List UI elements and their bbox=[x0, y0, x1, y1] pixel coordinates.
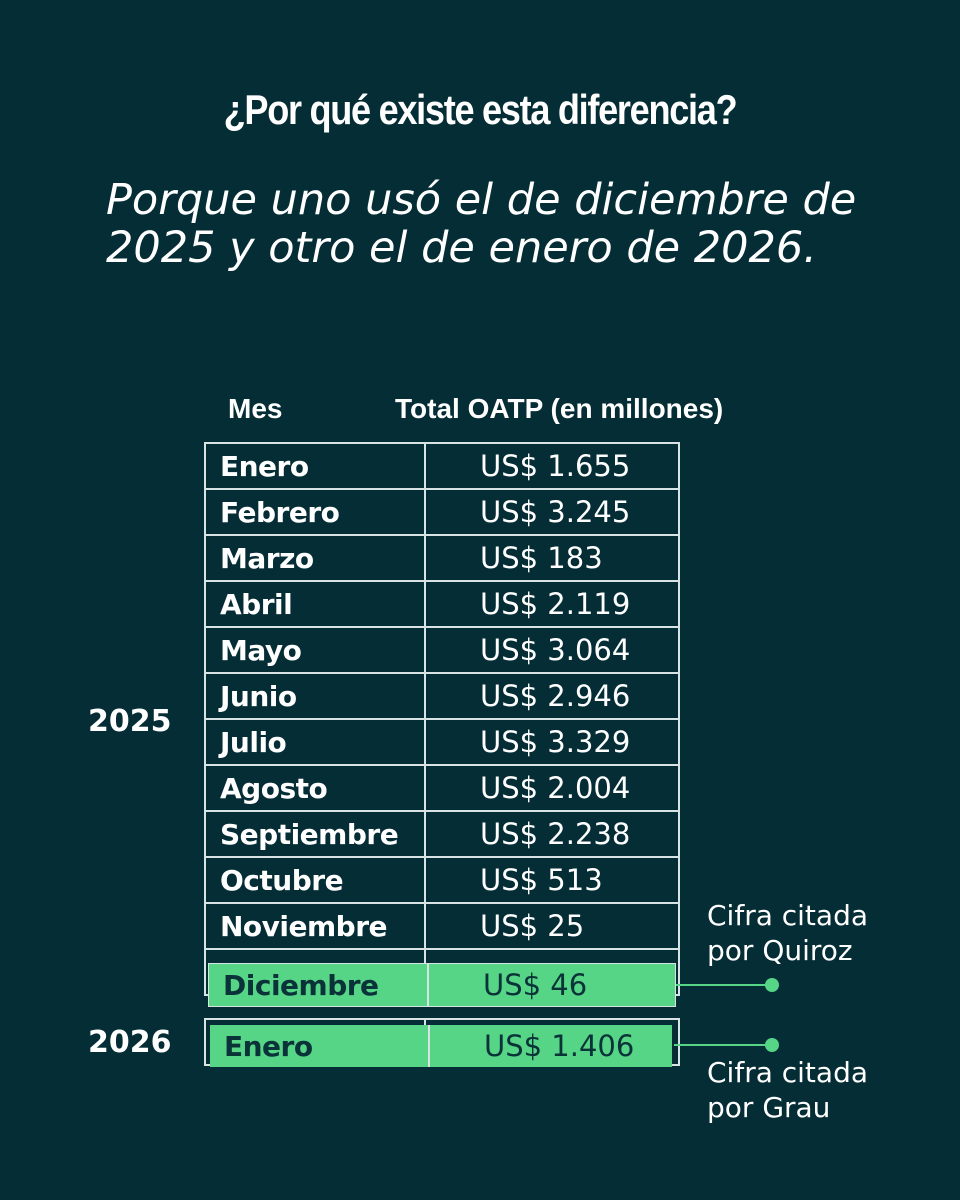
month-cell: Diciembre bbox=[209, 964, 429, 1006]
annotation-quiroz: Cifra citada por Quiroz bbox=[707, 899, 868, 967]
table-row: Febrero US$ 3.245 bbox=[206, 488, 678, 534]
value-cell: US$ 1.406 bbox=[484, 1029, 635, 1063]
year-label-2025: 2025 bbox=[88, 704, 172, 739]
value-cell: US$ 46 bbox=[483, 968, 588, 1002]
month-cell: Agosto bbox=[206, 764, 426, 810]
table-row: Mayo US$ 3.064 bbox=[206, 626, 678, 672]
table-2025: Enero US$ 1.655 Febrero US$ 3.245 Marzo US$… bbox=[204, 442, 680, 996]
month-cell: Junio bbox=[206, 672, 426, 718]
connector-line-quiroz bbox=[676, 984, 772, 986]
value-cell: US$ 3.245 bbox=[426, 488, 678, 534]
month-cell: Octubre bbox=[206, 856, 426, 902]
month-cell: Enero bbox=[206, 444, 426, 488]
month-cell: Noviembre bbox=[206, 902, 426, 948]
highlighted-row-diciembre: Diciembre US$ 46 bbox=[208, 963, 676, 1007]
value-cell: US$ 2.004 bbox=[426, 764, 678, 810]
column-header-total: Total OATP (en millones) bbox=[395, 393, 724, 424]
table-row: Junio US$ 2.946 bbox=[206, 672, 678, 718]
connector-dot-grau bbox=[765, 1038, 779, 1052]
connector-dot-quiroz bbox=[765, 978, 779, 992]
table-row: Julio US$ 3.329 bbox=[206, 718, 678, 764]
highlighted-row-enero-2026: Enero US$ 1.406 bbox=[210, 1025, 672, 1067]
month-cell: Abril bbox=[206, 580, 426, 626]
value-cell: US$ 3.329 bbox=[426, 718, 678, 764]
value-cell: US$ 25 bbox=[426, 902, 678, 948]
table-row: Enero US$ 1.655 bbox=[206, 444, 678, 488]
year-label-2026: 2026 bbox=[88, 1025, 172, 1060]
connector-line-grau bbox=[674, 1044, 772, 1046]
value-cell: US$ 2.119 bbox=[426, 580, 678, 626]
value-cell: US$ 3.064 bbox=[426, 626, 678, 672]
table-row: Agosto US$ 2.004 bbox=[206, 764, 678, 810]
table-row: Abril US$ 2.119 bbox=[206, 580, 678, 626]
month-cell: Julio bbox=[206, 718, 426, 764]
value-cell-placeholder bbox=[426, 948, 678, 994]
value-cell: US$ 1.655 bbox=[480, 449, 631, 483]
value-cell: US$ 183 bbox=[426, 534, 678, 580]
value-cell: US$ 2.946 bbox=[426, 672, 678, 718]
table-row: Marzo US$ 183 bbox=[206, 534, 678, 580]
month-cell: Mayo bbox=[206, 626, 426, 672]
month-cell: Septiembre bbox=[206, 810, 426, 856]
value-cell: US$ 513 bbox=[426, 856, 678, 902]
table-row: Septiembre US$ 2.238 bbox=[206, 810, 678, 856]
column-header-month: Mes bbox=[228, 393, 283, 424]
month-cell: Marzo bbox=[206, 534, 426, 580]
title: ¿Por qué existe esta diferencia? bbox=[223, 86, 738, 133]
table-row: Noviembre US$ 25 bbox=[206, 902, 678, 948]
month-cell: Febrero bbox=[206, 488, 426, 534]
annotation-grau: Cifra citada por Grau bbox=[707, 1056, 868, 1124]
value-cell: US$ 2.238 bbox=[426, 810, 678, 856]
month-cell: Enero bbox=[210, 1025, 430, 1067]
table-row: Octubre US$ 513 bbox=[206, 856, 678, 902]
subtitle: Porque uno usó el de diciembre de 2025 y… bbox=[106, 175, 857, 273]
